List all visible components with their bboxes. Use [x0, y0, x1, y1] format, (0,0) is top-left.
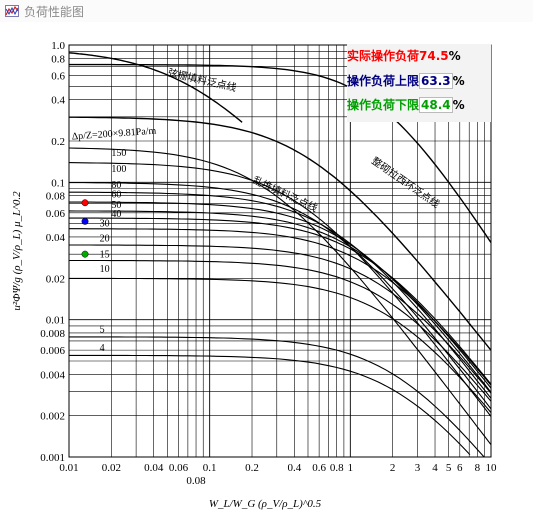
- x-tick-label: 0.01: [59, 462, 78, 474]
- y-axis-ticks: 1.00.80.60.40.20.10.080.060.040.020.010.…: [40, 40, 65, 464]
- y-tick-label: 0.008: [40, 328, 65, 340]
- flood-line: [69, 116, 492, 351]
- x-tick-label: 0.4: [287, 462, 301, 474]
- x-tick-label: 0.8: [330, 462, 344, 474]
- pressure-drop-label: 5: [100, 324, 105, 335]
- x-tick-label: 1: [348, 462, 354, 474]
- y-tick-label: 0.6: [51, 70, 65, 82]
- y-tick-label: 0.04: [46, 232, 66, 244]
- pressure-drop-curve: [69, 217, 492, 385]
- lower-load-unit: %: [452, 98, 465, 112]
- pressure-drop-label: 20: [100, 233, 110, 244]
- y-tick-label: 0.1: [51, 177, 65, 189]
- x-tick-label: 3: [415, 462, 421, 474]
- flood-lines: [68, 52, 492, 351]
- actual-load-label: 实际操作负荷: [347, 49, 420, 63]
- y-tick-label: 0.001: [40, 452, 65, 464]
- x-axis-ticks: 0.01 0.02 0.04 0.06 0.1 0.2 0.4 0.6 0.8 1 2 3 4 5 6 8 10…: [59, 462, 497, 487]
- x-tick-label: 0.04: [144, 462, 164, 474]
- pressure-drop-label: 10: [100, 264, 110, 275]
- x-axis-label: W_L/W_G (ρ_V/ρ_L)^0.5: [209, 498, 322, 510]
- y-tick-label: 0.01: [46, 315, 65, 327]
- x-tick-label: 2: [390, 462, 396, 474]
- actual-load-row: 实际操作负荷74.5%: [347, 47, 491, 67]
- x-tick-label: 0.1: [203, 462, 217, 474]
- pressure-drop-curve: [69, 244, 492, 394]
- y-tick-label: 0.8: [51, 53, 65, 65]
- flood-line-label: 弦栅填料泛点线: [167, 66, 238, 94]
- upper-load-row: 操作负荷上限 63.3%: [347, 72, 491, 92]
- pressure-drop-curves: [68, 147, 492, 458]
- lower-load-row: 操作负荷下限 48.4%: [347, 96, 491, 116]
- pressure-drop-label: 100: [111, 164, 126, 175]
- y-tick-label: 0.06: [46, 208, 66, 220]
- pressure-drop-curve: [69, 277, 492, 413]
- axis-labels: W_L/W_G (ρ_V/ρ_L)^0.5 u²ΦΨ/g (ρ_V/ρ_L) μ_…: [11, 191, 322, 510]
- y-tick-label: 0.004: [40, 369, 65, 381]
- pressure-drop-label: 50: [111, 200, 121, 211]
- pressure-drop-curve: [69, 354, 471, 455]
- pressure-drop-curve: [68, 210, 492, 389]
- x-tick-label: 10: [486, 462, 498, 474]
- y-tick-label: 0.002: [40, 411, 65, 423]
- pressure-drop-curve: [69, 191, 492, 399]
- flood-line: [68, 52, 243, 123]
- title-bar: 负荷性能图: [0, 0, 533, 22]
- pressure-drop-prefix: Δp/Z=200×9.81Pa/m: [71, 126, 156, 143]
- load-legend-panel: 实际操作负荷74.5% 操作负荷上限 63.3% 操作负荷下限 48.4%: [347, 44, 491, 122]
- y-tick-label: 0.006: [40, 345, 65, 357]
- y-tick-label: 0.02: [46, 273, 65, 285]
- x-tick-label: 6: [457, 462, 463, 474]
- pressure-drop-curve: [69, 228, 492, 386]
- chart-app-icon: [5, 5, 19, 17]
- lower-load-label: 操作负荷下限: [347, 98, 420, 112]
- x-tick-label: 0.6: [312, 462, 326, 474]
- pressure-drop-curve: [69, 336, 485, 458]
- x-tick-label: 0.06: [169, 462, 189, 474]
- y-tick-label: 0.2: [51, 136, 65, 148]
- pressure-drop-curve: [69, 259, 492, 402]
- x-tick-label: 0.2: [245, 462, 259, 474]
- pressure-drop-label: 40: [111, 209, 121, 220]
- flood-line: [69, 63, 492, 243]
- upper-load-label: 操作负荷上限: [347, 74, 420, 88]
- pressure-drop-curve: [69, 182, 492, 410]
- operating-point-marker: [81, 250, 89, 258]
- y-tick-label: 0.4: [51, 95, 65, 107]
- pressure-drop-label: 4: [100, 343, 105, 354]
- pressure-drop-curve: [68, 147, 492, 446]
- y-axis-label: u²ΦΨ/g (ρ_V/ρ_L) μ_L^0.2: [11, 191, 23, 311]
- operating-point-markers: [81, 199, 89, 258]
- operating-point-marker: [81, 199, 89, 207]
- pressure-drop-label: 60: [111, 189, 121, 200]
- x-tick-label: 8: [475, 462, 481, 474]
- upper-load-value: 63.3: [419, 73, 453, 89]
- operating-point-marker: [81, 217, 89, 225]
- y-tick-label: 1.0: [51, 40, 65, 52]
- pressure-drop-curve: [69, 201, 492, 393]
- actual-load-unit: %: [448, 49, 461, 63]
- pressure-drop-label: 30: [100, 219, 110, 230]
- pressure-drop-label: 15: [100, 249, 110, 260]
- x-tick-label: 0.08: [186, 475, 206, 487]
- x-tick-label: 4: [432, 462, 438, 474]
- lower-load-value: 48.4: [419, 97, 453, 113]
- pressure-drop-label: 150: [111, 148, 126, 159]
- upper-load-unit: %: [452, 74, 465, 88]
- x-tick-label: 0.02: [102, 462, 121, 474]
- y-tick-label: 0.08: [46, 191, 66, 203]
- x-tick-label: 5: [446, 462, 452, 474]
- window-title: 负荷性能图: [24, 5, 85, 19]
- actual-load-value: 74.5: [419, 49, 449, 63]
- pressure-drop-label: 80: [111, 180, 121, 191]
- plot-frame: [68, 44, 492, 458]
